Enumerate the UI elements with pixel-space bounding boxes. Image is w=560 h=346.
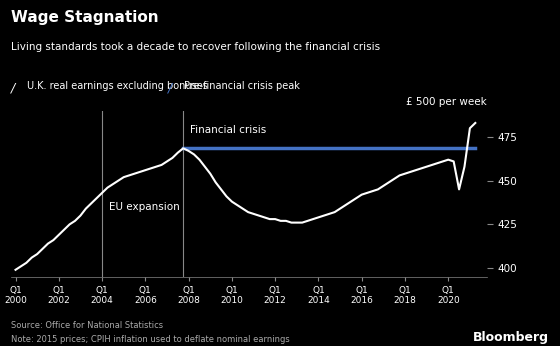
Text: 2008: 2008 (177, 296, 200, 305)
Text: 2010: 2010 (221, 296, 244, 305)
Text: 2000: 2000 (4, 296, 27, 305)
Text: Wage Stagnation: Wage Stagnation (11, 10, 159, 25)
Text: /: / (168, 81, 172, 94)
Text: Bloomberg: Bloomberg (473, 331, 549, 344)
Text: /: / (11, 81, 16, 94)
Text: Q1: Q1 (139, 285, 152, 294)
Text: Living standards took a decade to recover following the financial crisis: Living standards took a decade to recove… (11, 42, 380, 52)
Text: Pre-financial crisis peak: Pre-financial crisis peak (184, 81, 300, 91)
Text: U.K. real earnings excluding bonuses: U.K. real earnings excluding bonuses (27, 81, 208, 91)
Text: Financial crisis: Financial crisis (190, 125, 266, 135)
Text: 2006: 2006 (134, 296, 157, 305)
Text: Note: 2015 prices; CPIH inflation used to deflate nominal earnings: Note: 2015 prices; CPIH inflation used t… (11, 335, 290, 344)
Text: 2018: 2018 (394, 296, 417, 305)
Text: 2020: 2020 (437, 296, 460, 305)
Text: Q1: Q1 (269, 285, 282, 294)
Text: 2014: 2014 (307, 296, 330, 305)
Text: Source: Office for National Statistics: Source: Office for National Statistics (11, 321, 164, 330)
Text: 2016: 2016 (350, 296, 373, 305)
Text: Q1: Q1 (9, 285, 22, 294)
Text: 2002: 2002 (48, 296, 70, 305)
Text: 2012: 2012 (264, 296, 287, 305)
Text: £ 500 per week: £ 500 per week (407, 97, 487, 107)
Text: Q1: Q1 (399, 285, 412, 294)
Text: Q1: Q1 (226, 285, 238, 294)
Text: 2004: 2004 (91, 296, 114, 305)
Text: EU expansion: EU expansion (109, 202, 179, 212)
Text: Q1: Q1 (356, 285, 368, 294)
Text: Q1: Q1 (96, 285, 109, 294)
Text: Q1: Q1 (312, 285, 325, 294)
Text: Q1: Q1 (182, 285, 195, 294)
Text: Q1: Q1 (53, 285, 65, 294)
Text: Q1: Q1 (442, 285, 455, 294)
